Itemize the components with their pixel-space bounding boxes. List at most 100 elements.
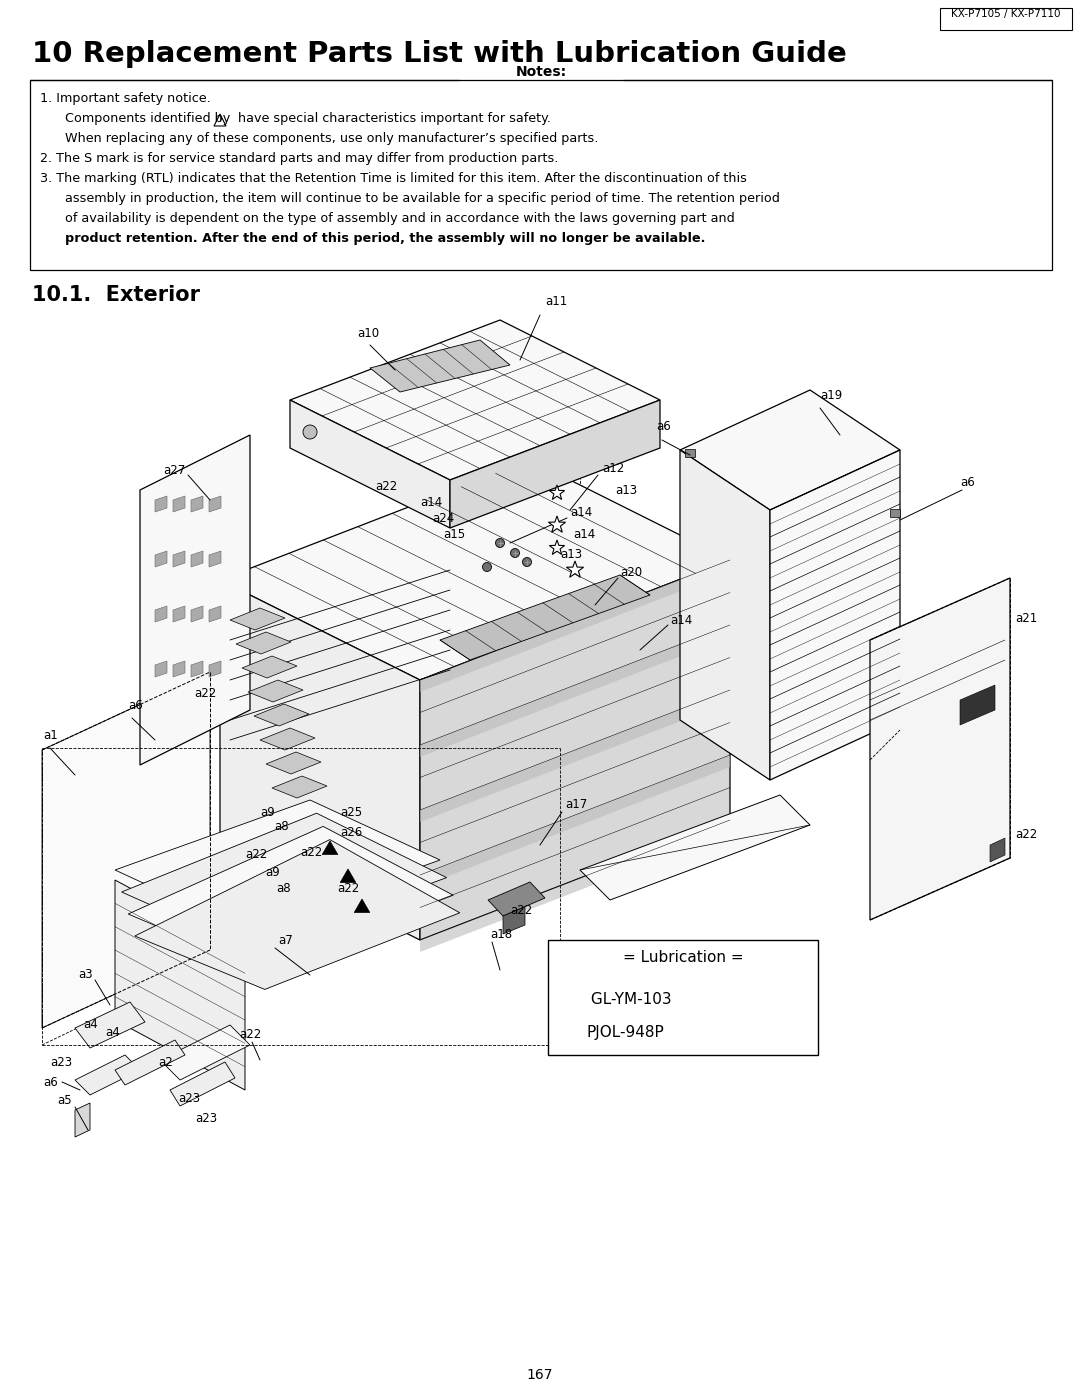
Text: a8: a8: [274, 820, 289, 833]
Text: a22: a22: [300, 845, 322, 859]
Polygon shape: [450, 400, 660, 528]
Polygon shape: [420, 560, 730, 692]
Text: a9: a9: [266, 866, 280, 879]
Polygon shape: [420, 820, 730, 951]
Text: 10 Replacement Parts List with Lubrication Guide: 10 Replacement Parts List with Lubricati…: [32, 41, 847, 68]
Text: a22: a22: [1015, 828, 1037, 841]
Polygon shape: [75, 1002, 145, 1048]
Text: a22: a22: [194, 687, 216, 700]
Text: Components identified by: Components identified by: [65, 112, 234, 124]
Circle shape: [483, 563, 491, 571]
Polygon shape: [248, 680, 303, 703]
Polygon shape: [549, 515, 566, 532]
Polygon shape: [220, 460, 730, 680]
Polygon shape: [550, 485, 565, 500]
Text: a22: a22: [510, 904, 532, 916]
Polygon shape: [122, 813, 447, 950]
Text: a26: a26: [340, 826, 362, 838]
Text: a4: a4: [83, 1018, 98, 1031]
Text: a20: a20: [620, 567, 643, 580]
Text: PJOL-948P: PJOL-948P: [586, 1024, 664, 1039]
Text: a6: a6: [43, 1076, 58, 1088]
Text: a3: a3: [79, 968, 93, 982]
Polygon shape: [580, 795, 810, 900]
Text: product retention. After the end of this period, the assembly will no longer be : product retention. After the end of this…: [65, 232, 705, 244]
Text: a24: a24: [432, 511, 455, 524]
Text: assembly in production, the item will continue to be available for a specific pe: assembly in production, the item will co…: [65, 191, 780, 205]
Polygon shape: [173, 496, 185, 511]
Polygon shape: [114, 880, 245, 1090]
Polygon shape: [156, 661, 167, 678]
Polygon shape: [260, 728, 315, 750]
Text: a16: a16: [640, 942, 662, 954]
Text: a19: a19: [820, 388, 842, 402]
Polygon shape: [230, 608, 285, 630]
Text: a22: a22: [337, 882, 360, 894]
Text: !: !: [218, 117, 221, 123]
Polygon shape: [291, 400, 450, 528]
Polygon shape: [191, 496, 203, 511]
Text: a17: a17: [565, 799, 588, 812]
Polygon shape: [156, 496, 167, 511]
Text: a14: a14: [570, 507, 592, 520]
Text: have special characteristics important for safety.: have special characteristics important f…: [234, 112, 551, 124]
Text: 1. Important safety notice.: 1. Important safety notice.: [40, 92, 211, 105]
Text: a18: a18: [490, 929, 512, 942]
Polygon shape: [340, 869, 355, 883]
Text: of availability is dependent on the type of assembly and in accordance with the : of availability is dependent on the type…: [65, 212, 734, 225]
Text: a10: a10: [356, 327, 379, 339]
Text: 10.1.  Exterior: 10.1. Exterior: [32, 285, 200, 305]
Polygon shape: [140, 434, 249, 766]
Circle shape: [523, 557, 531, 567]
Polygon shape: [291, 320, 660, 481]
Polygon shape: [322, 841, 338, 855]
Text: a7: a7: [278, 933, 293, 947]
Polygon shape: [210, 550, 221, 567]
Polygon shape: [173, 661, 185, 678]
Polygon shape: [354, 900, 369, 912]
Polygon shape: [960, 685, 995, 725]
Text: a14: a14: [670, 613, 692, 626]
Text: 2. The S mark is for service standard parts and may differ from production parts: 2. The S mark is for service standard pa…: [40, 152, 558, 165]
Text: a6: a6: [656, 420, 671, 433]
Polygon shape: [272, 775, 327, 798]
Circle shape: [511, 549, 519, 557]
Polygon shape: [420, 690, 730, 821]
Polygon shape: [370, 339, 510, 393]
Text: a4: a4: [105, 1025, 120, 1038]
FancyBboxPatch shape: [940, 8, 1072, 29]
Text: a23: a23: [50, 1056, 72, 1069]
Polygon shape: [420, 560, 730, 940]
Polygon shape: [770, 450, 900, 780]
Text: 167: 167: [527, 1368, 553, 1382]
Polygon shape: [488, 882, 545, 916]
Text: a27: a27: [163, 464, 185, 476]
Polygon shape: [135, 840, 460, 989]
Polygon shape: [566, 562, 583, 577]
Text: a22: a22: [246, 848, 268, 862]
Circle shape: [303, 425, 318, 439]
Polygon shape: [160, 1025, 249, 1080]
Text: a21: a21: [1015, 612, 1037, 624]
Polygon shape: [191, 661, 203, 678]
Text: a12: a12: [602, 461, 624, 475]
Polygon shape: [254, 704, 309, 726]
Polygon shape: [210, 496, 221, 511]
Polygon shape: [503, 907, 525, 935]
Polygon shape: [210, 661, 221, 678]
Text: a15: a15: [443, 528, 465, 542]
FancyBboxPatch shape: [30, 80, 1052, 270]
Polygon shape: [191, 606, 203, 622]
Polygon shape: [562, 988, 579, 1003]
Polygon shape: [170, 1062, 235, 1106]
Polygon shape: [210, 606, 221, 622]
Text: a13: a13: [615, 483, 637, 496]
Polygon shape: [266, 752, 321, 774]
Text: a2: a2: [158, 1056, 173, 1069]
Text: a14: a14: [573, 528, 595, 542]
Text: a5: a5: [57, 1094, 72, 1106]
Polygon shape: [890, 509, 900, 517]
Polygon shape: [173, 550, 185, 567]
Text: a22: a22: [375, 479, 397, 493]
Polygon shape: [114, 800, 440, 930]
